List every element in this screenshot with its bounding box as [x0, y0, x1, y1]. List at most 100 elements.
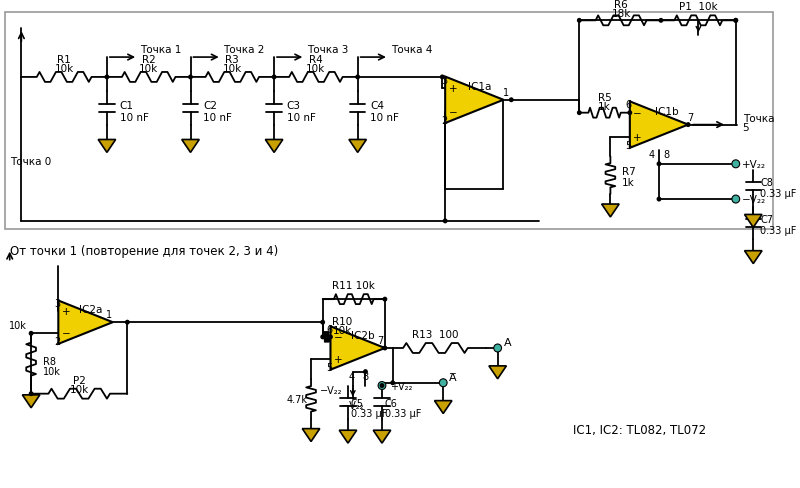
- Text: 0.33 μF: 0.33 μF: [760, 188, 797, 198]
- Text: 1k: 1k: [622, 178, 635, 188]
- Text: IC1, IC2: TL082, TL072: IC1, IC2: TL082, TL072: [574, 423, 706, 436]
- Circle shape: [355, 75, 360, 80]
- Circle shape: [379, 383, 385, 388]
- Text: +: +: [449, 83, 458, 94]
- Text: 0.33 μF: 0.33 μF: [351, 408, 387, 419]
- Text: +V₂₂: +V₂₂: [742, 160, 766, 169]
- Text: 1k: 1k: [598, 102, 611, 111]
- Text: 10k: 10k: [54, 64, 74, 74]
- Text: +V₂₂: +V₂₂: [390, 381, 412, 391]
- Text: Точка: Точка: [742, 113, 774, 123]
- Text: IC1a: IC1a: [469, 81, 492, 92]
- Text: −V₂₂: −V₂₂: [320, 386, 342, 396]
- Text: R6: R6: [614, 0, 628, 10]
- Circle shape: [105, 75, 110, 80]
- Polygon shape: [330, 326, 385, 370]
- Circle shape: [657, 162, 662, 167]
- Text: 6: 6: [326, 325, 333, 334]
- Polygon shape: [745, 251, 762, 264]
- Polygon shape: [602, 204, 619, 218]
- Text: 10k: 10k: [333, 325, 352, 335]
- Text: 8: 8: [362, 371, 369, 381]
- Text: R13  100: R13 100: [412, 329, 458, 339]
- Circle shape: [734, 19, 738, 24]
- Polygon shape: [374, 430, 390, 443]
- Text: −: −: [634, 108, 642, 119]
- Text: Точка 4: Точка 4: [390, 45, 432, 55]
- Polygon shape: [445, 78, 503, 124]
- Polygon shape: [182, 140, 199, 153]
- Text: −: −: [334, 332, 342, 342]
- Text: 5: 5: [326, 362, 333, 372]
- Text: 10 nF: 10 nF: [203, 112, 232, 122]
- Text: +: +: [334, 354, 342, 365]
- Text: 4: 4: [349, 371, 355, 381]
- Text: 18k: 18k: [611, 9, 630, 20]
- Circle shape: [320, 320, 325, 325]
- Text: 4.7k: 4.7k: [286, 394, 307, 404]
- Circle shape: [29, 331, 34, 336]
- Circle shape: [382, 346, 387, 351]
- Circle shape: [686, 123, 690, 128]
- Text: 10 nF: 10 nF: [119, 112, 149, 122]
- Text: 10k: 10k: [139, 64, 158, 74]
- Circle shape: [442, 219, 447, 224]
- Text: A: A: [503, 337, 511, 347]
- Text: −V₂₂: −V₂₂: [742, 195, 766, 204]
- Text: 10k: 10k: [222, 64, 242, 74]
- Text: C2: C2: [203, 101, 217, 110]
- Text: 6: 6: [626, 100, 632, 110]
- Circle shape: [378, 382, 386, 390]
- Circle shape: [732, 196, 740, 203]
- Text: 1: 1: [502, 88, 509, 98]
- Text: +: +: [62, 306, 70, 316]
- Text: 10k: 10k: [306, 64, 326, 74]
- Text: 3: 3: [441, 75, 447, 85]
- Polygon shape: [349, 140, 366, 153]
- Text: P1  10k: P1 10k: [679, 2, 718, 12]
- Text: 4: 4: [648, 150, 654, 160]
- Circle shape: [627, 111, 632, 116]
- Circle shape: [125, 320, 130, 325]
- Circle shape: [440, 75, 445, 80]
- Circle shape: [390, 381, 395, 386]
- Polygon shape: [339, 430, 357, 443]
- Text: 10 nF: 10 nF: [370, 112, 399, 122]
- Polygon shape: [266, 140, 283, 153]
- Circle shape: [188, 75, 193, 80]
- Polygon shape: [98, 140, 116, 153]
- Circle shape: [509, 98, 514, 103]
- Polygon shape: [434, 401, 452, 414]
- Text: 0.33 μF: 0.33 μF: [760, 225, 797, 235]
- Text: C4: C4: [370, 101, 384, 110]
- Text: R11 10k: R11 10k: [332, 281, 375, 291]
- Circle shape: [363, 369, 368, 374]
- Text: A̅: A̅: [449, 372, 457, 382]
- Text: Точка 3: Точка 3: [307, 45, 349, 55]
- Circle shape: [320, 335, 325, 340]
- Text: R3: R3: [226, 55, 239, 65]
- Circle shape: [272, 75, 277, 80]
- Text: 7: 7: [378, 335, 384, 346]
- Text: C8: C8: [760, 177, 773, 187]
- Polygon shape: [745, 215, 762, 228]
- Text: C6: C6: [385, 399, 398, 408]
- Text: C1: C1: [119, 101, 134, 110]
- Text: Точка 0: Точка 0: [10, 157, 51, 167]
- Circle shape: [732, 161, 740, 168]
- Circle shape: [29, 391, 34, 396]
- Text: 3: 3: [54, 299, 60, 308]
- Text: R10: R10: [333, 316, 353, 326]
- Polygon shape: [58, 301, 113, 344]
- Text: 2: 2: [54, 336, 60, 346]
- Text: От точки 1 (повторение для точек 2, 3 и 4): От точки 1 (повторение для точек 2, 3 и …: [10, 244, 278, 258]
- Text: R7: R7: [622, 167, 636, 177]
- Text: 7: 7: [687, 112, 694, 122]
- Polygon shape: [22, 395, 40, 408]
- Text: +: +: [634, 132, 642, 142]
- Text: IC1b: IC1b: [655, 106, 678, 117]
- Text: Точка 2: Точка 2: [223, 45, 265, 55]
- Text: −: −: [62, 328, 70, 339]
- Text: R1: R1: [58, 55, 71, 65]
- Text: 10 nF: 10 nF: [286, 112, 316, 122]
